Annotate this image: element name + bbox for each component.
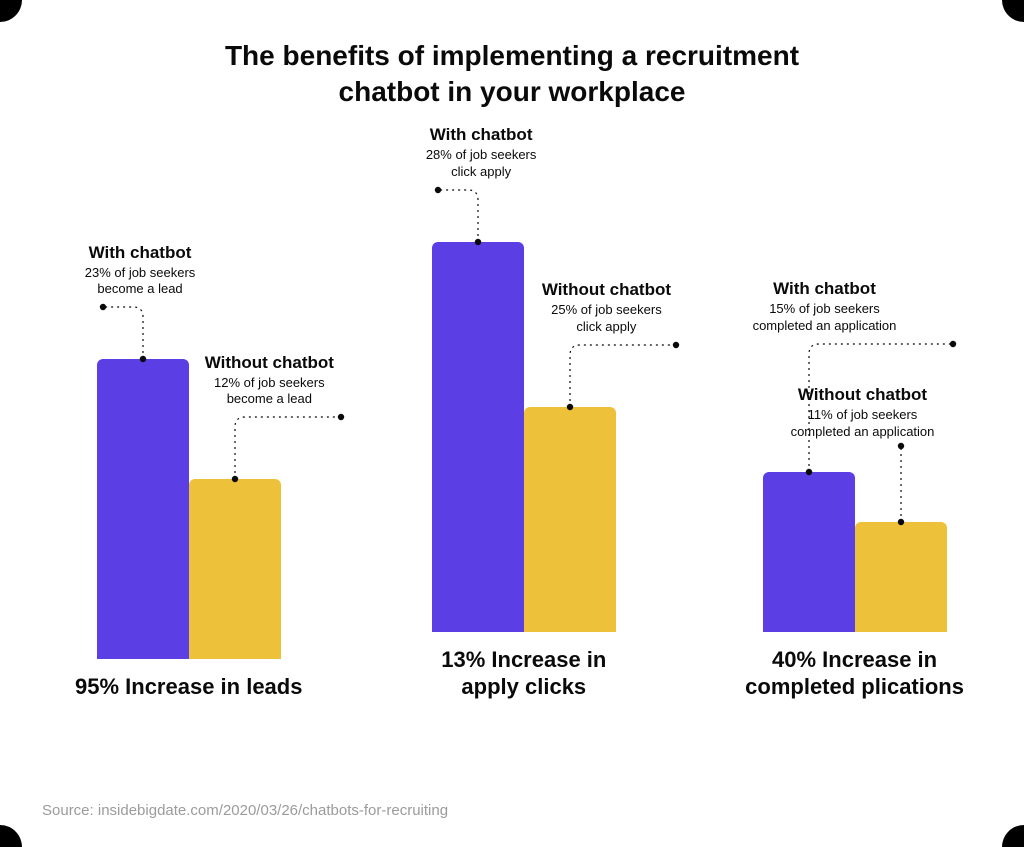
callout-label: With chatbot [426,125,537,145]
chart-group-completed-applications: With chatbot 15% of job seekers complete… [745,472,964,701]
chart-caption: 40% Increase in completed plications [745,646,964,701]
corner-decoration [0,825,22,847]
callout-without: Without chatbot 12% of job seekers becom… [205,353,334,408]
title-line: chatbot in your workplace [339,76,686,107]
callout-label: Without chatbot [205,353,334,373]
charts-row: With chatbot 23% of job seekers become a… [0,121,1024,701]
bar-pair: With chatbot 15% of job seekers complete… [763,472,947,632]
bar-pair: With chatbot 23% of job seekers become a… [97,359,281,659]
title-line: The benefits of implementing a recruitme… [225,40,799,71]
callout-without: Without chatbot 11% of job seekers compl… [791,385,935,440]
callout-sub: 25% of job seekers click apply [542,302,671,335]
chart-caption: 13% Increase in apply clicks [441,646,606,701]
corner-decoration [1002,825,1024,847]
leader-line [552,335,682,407]
callout-with: With chatbot 23% of job seekers become a… [85,243,196,298]
chart-caption: 95% Increase in leads [75,673,302,701]
bar-with-chatbot [763,472,855,632]
leader-line [217,407,347,479]
bar-without-chatbot [855,522,947,632]
callout-label: Without chatbot [791,385,935,405]
chart-group-leads: With chatbot 23% of job seekers become a… [75,359,302,701]
leader-line [432,180,492,242]
bar-with-chatbot [97,359,189,659]
callout-sub: 11% of job seekers completed an applicat… [791,407,935,440]
callout-sub: 15% of job seekers completed an applicat… [753,301,897,334]
chart-title: The benefits of implementing a recruitme… [0,0,1024,111]
callout-label: Without chatbot [542,280,671,300]
bar-without-chatbot [189,479,281,659]
leader-line [883,440,913,522]
chart-group-apply-clicks: With chatbot 28% of job seekers click ap… [432,242,616,701]
source-citation: Source: insidebigdate.com/2020/03/26/cha… [42,802,448,819]
callout-sub: 12% of job seekers become a lead [205,375,334,408]
bar-with-chatbot [432,242,524,632]
callout-sub: 28% of job seekers click apply [426,147,537,180]
callout-without: Without chatbot 25% of job seekers click… [542,280,671,335]
callout-with: With chatbot 28% of job seekers click ap… [426,125,537,180]
callout-label: With chatbot [753,279,897,299]
leader-line [97,297,157,359]
callout-sub: 23% of job seekers become a lead [85,265,196,298]
bar-pair: With chatbot 28% of job seekers click ap… [432,242,616,632]
callout-with: With chatbot 15% of job seekers complete… [753,279,897,334]
bar-without-chatbot [524,407,616,632]
callout-label: With chatbot [85,243,196,263]
